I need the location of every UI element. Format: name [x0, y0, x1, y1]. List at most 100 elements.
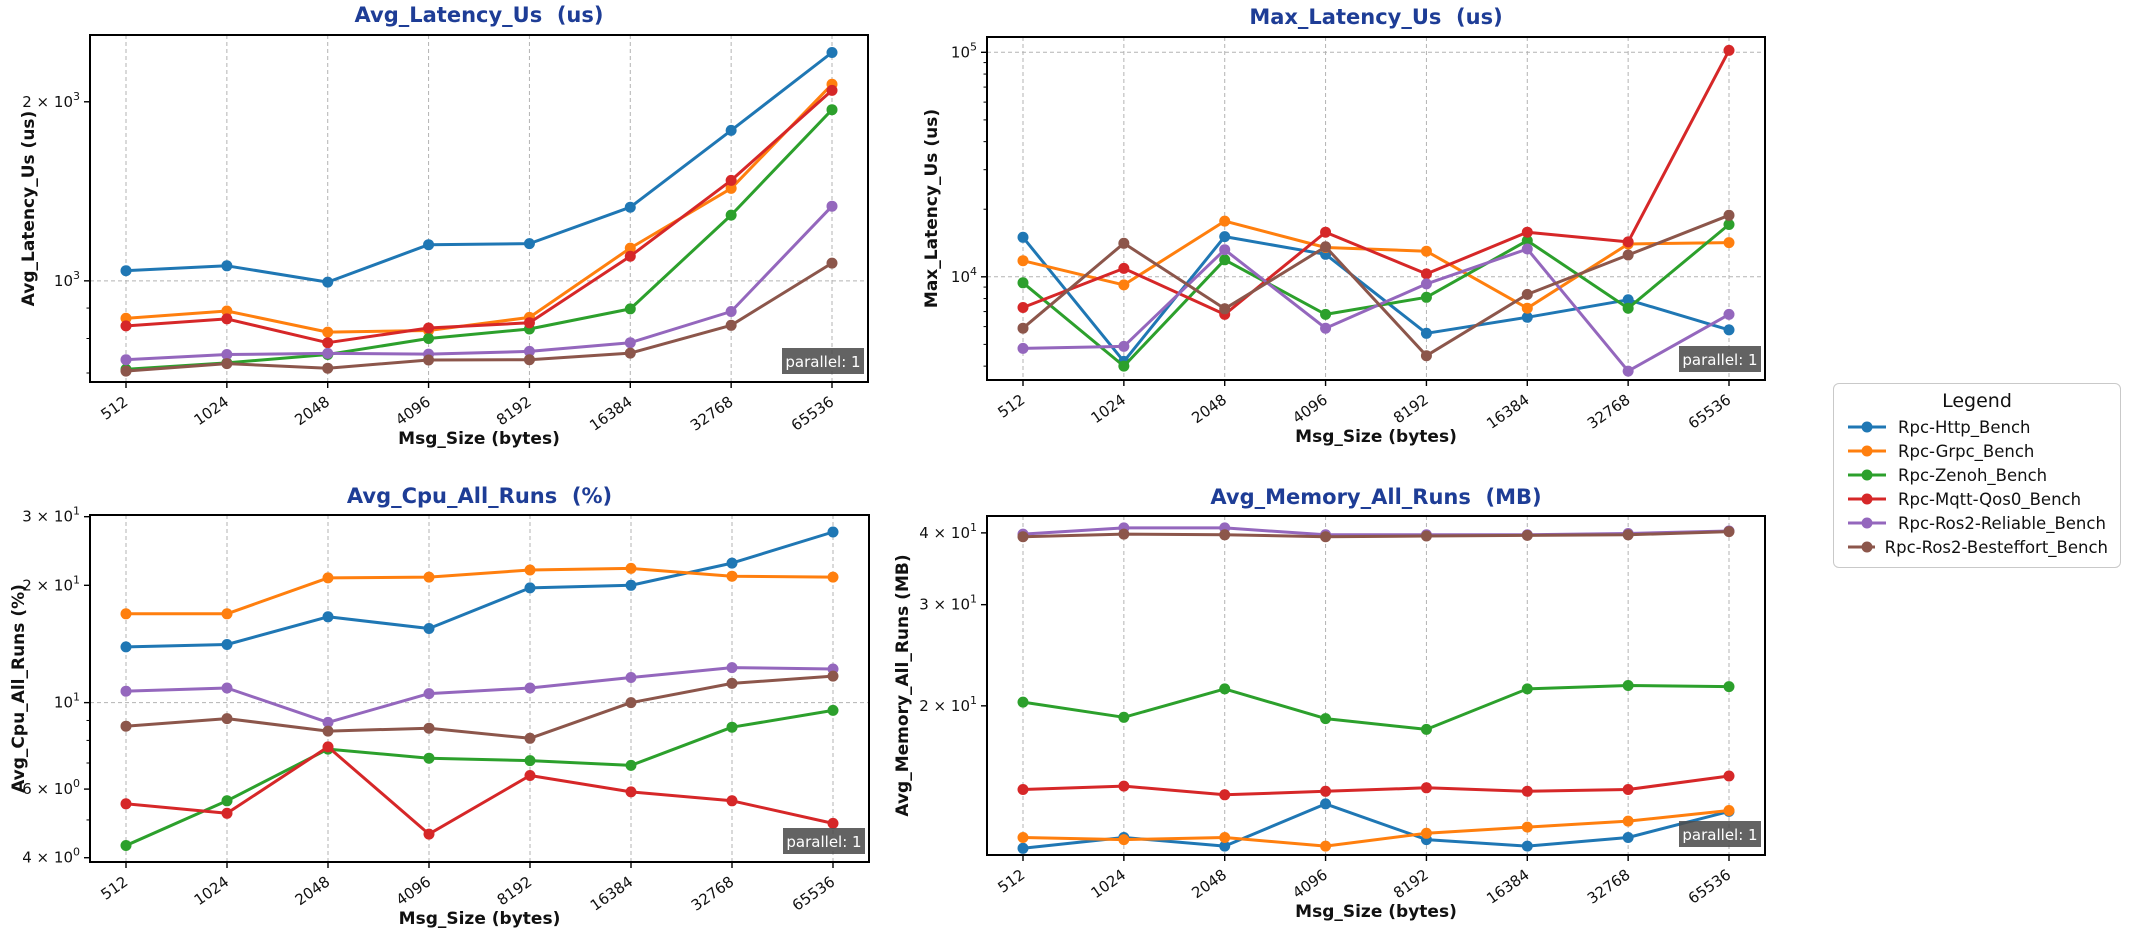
data-point-marker — [725, 319, 737, 331]
series-Rpc-Ros2-Besteffort_Bench — [120, 257, 838, 377]
data-point-marker — [1118, 340, 1130, 352]
data-point-marker — [1723, 324, 1735, 336]
data-point-marker — [322, 572, 334, 584]
data-point-marker — [120, 720, 132, 732]
data-point-marker — [1017, 531, 1029, 543]
data-point-marker — [725, 182, 737, 194]
series-Rpc-Mqtt-Qos0_Bench — [1017, 44, 1735, 320]
parallel-badge-label: parallel: 1 — [1682, 351, 1757, 369]
legend-item-label: Rpc-Mqtt-Qos0_Bench — [1898, 489, 2082, 509]
series-line — [1021, 235, 1730, 363]
data-point-marker — [827, 571, 839, 583]
data-point-marker — [1521, 785, 1533, 797]
y-axis-label: Avg_Memory_All_Runs (MB) — [893, 554, 913, 816]
series-line — [1022, 213, 1730, 358]
data-point-marker — [221, 260, 233, 272]
series-Rpc-Grpc_Bench — [1017, 215, 1735, 314]
data-point-marker — [1320, 226, 1332, 238]
data-point-marker — [221, 795, 233, 807]
data-point-marker — [725, 209, 737, 221]
series-Rpc-Ros2-Besteffort_Bench — [120, 670, 839, 744]
y-tick-label: 104 — [951, 265, 977, 286]
series-marker-icon — [1848, 493, 1886, 505]
data-point-marker — [625, 786, 637, 798]
data-point-marker — [725, 174, 737, 186]
series-line — [125, 745, 834, 836]
x-tick-label: 16384 — [1483, 866, 1532, 908]
data-point-marker — [625, 759, 637, 771]
data-point-marker — [1017, 784, 1029, 795]
plot-frame — [986, 515, 1766, 856]
legend-item: Rpc-Http_Bench — [1846, 415, 2108, 439]
x-tick-label: 4096 — [393, 873, 435, 910]
series-line — [125, 108, 834, 371]
data-point-marker — [1622, 365, 1634, 377]
series-line — [1022, 809, 1730, 848]
data-point-marker — [221, 305, 233, 317]
series-line — [1022, 774, 1730, 797]
series-Rpc-Ros2-Besteffort_Bench — [1017, 526, 1735, 543]
parallel-badge: parallel: 1 — [783, 828, 865, 854]
data-point-marker — [625, 672, 637, 683]
x-tick-label: 512 — [98, 873, 132, 904]
x-axis-label: Msg_Size (bytes) — [1295, 427, 1457, 447]
data-point-marker — [1320, 531, 1332, 543]
y-tick-label: 4 × 101 — [919, 521, 977, 542]
data-point-marker — [423, 752, 435, 764]
y-axis-label: Avg_Cpu_All_Runs (%) — [9, 584, 29, 793]
series-line — [125, 83, 834, 334]
data-point-marker — [726, 557, 738, 569]
series-line — [1022, 247, 1730, 373]
data-point-marker — [120, 320, 132, 332]
data-point-marker — [1118, 360, 1130, 372]
series-Rpc-Zenoh_Bench — [120, 104, 838, 375]
data-point-marker — [1219, 529, 1231, 541]
data-point-marker — [1622, 529, 1634, 541]
data-point-marker — [423, 571, 435, 583]
series-Rpc-Mqtt-Qos0_Bench — [120, 741, 839, 840]
data-point-marker — [1320, 308, 1332, 320]
data-point-marker — [423, 623, 435, 634]
data-point-marker — [1118, 711, 1130, 723]
data-point-marker — [1320, 713, 1332, 725]
y-tick-label: 2 × 101 — [919, 694, 977, 715]
data-point-marker — [1420, 245, 1432, 257]
x-tick-label: 16384 — [586, 393, 635, 435]
data-point-marker — [120, 840, 132, 851]
data-point-marker — [1320, 840, 1332, 852]
data-point-marker — [1521, 683, 1533, 695]
data-point-marker — [1219, 840, 1231, 852]
series-Rpc-Grpc_Bench — [1017, 805, 1735, 852]
data-point-marker — [423, 354, 435, 366]
data-point-marker — [1017, 342, 1029, 354]
data-point-marker — [120, 798, 132, 810]
data-point-marker — [1320, 798, 1332, 810]
y-tick-label: 3 × 101 — [919, 593, 977, 614]
data-point-marker — [1723, 308, 1735, 320]
data-point-marker — [1118, 528, 1130, 540]
data-point-marker — [322, 716, 334, 728]
data-point-marker — [523, 317, 535, 329]
data-point-marker — [726, 677, 738, 689]
data-point-marker — [120, 641, 132, 653]
series-Rpc-Grpc_Bench — [120, 78, 838, 338]
data-point-marker — [1521, 821, 1533, 833]
data-point-marker — [725, 124, 737, 136]
data-point-marker — [120, 265, 132, 277]
chart-avg-memory-all-runs: 512 1024 2048 4096 8192 16384 32768 65536 4 × 10… — [893, 485, 1766, 922]
data-point-marker — [120, 312, 132, 324]
data-point-marker — [725, 306, 737, 317]
series-Rpc-Http_Bench — [120, 47, 838, 288]
data-point-marker — [1622, 294, 1634, 306]
x-axis-label: Msg_Size (bytes) — [1295, 902, 1457, 922]
data-point-marker — [1723, 526, 1735, 538]
series-line — [126, 566, 834, 616]
plot-frame — [89, 514, 870, 863]
chart-max-latency-us: 512 1024 2048 4096 8192 16384 32768 65536 105 104… — [922, 5, 1766, 447]
data-point-marker — [827, 704, 839, 716]
x-tick-label: 2048 — [1188, 866, 1230, 903]
data-point-marker — [221, 608, 233, 620]
data-point-marker — [1723, 237, 1735, 249]
data-point-marker — [1219, 303, 1231, 315]
data-point-marker — [523, 354, 535, 366]
